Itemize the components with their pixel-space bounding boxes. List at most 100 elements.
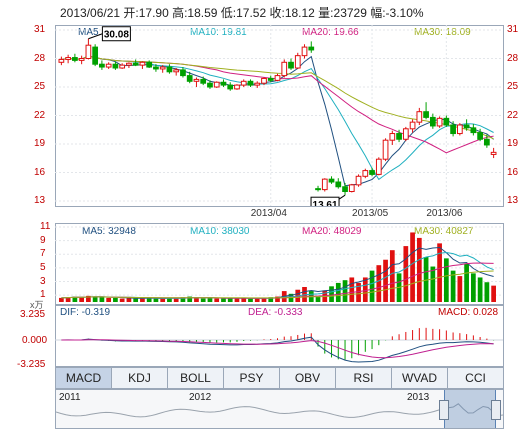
price-x-tick: 2013/05 <box>352 208 389 219</box>
volume-bar <box>160 298 166 302</box>
candle-body <box>315 188 321 191</box>
candle-body <box>213 81 220 88</box>
tab-psy[interactable]: PSY <box>224 368 280 388</box>
price-legend-ma30: MA30: 18.09 <box>414 27 471 38</box>
price-y-tick-left: 22 <box>34 109 46 121</box>
price-ma30-line <box>61 55 494 140</box>
volume-ma5-line <box>61 246 494 300</box>
volume-bar <box>356 282 361 302</box>
candle-body <box>321 178 328 191</box>
volume-bar <box>248 298 253 302</box>
price-y-tick-right: 28 <box>507 52 519 64</box>
macd-panel[interactable] <box>55 305 504 367</box>
volume-bar <box>72 296 78 302</box>
price-x-tick: 2013/04 <box>250 208 287 219</box>
candle-body <box>456 124 463 135</box>
candle-body <box>173 69 180 73</box>
volume-panel[interactable] <box>55 223 504 305</box>
indicator-tabs: MACD KDJ BOLL PSY OBV RSI WVAD CCI <box>55 367 504 389</box>
price-y-tick-right: 22 <box>507 109 519 121</box>
volume-bar <box>173 298 179 302</box>
volume-y-tick: 11 <box>40 221 51 232</box>
volume-y-tick: 5 <box>40 261 46 273</box>
volume-bar <box>207 297 213 302</box>
volume-bar <box>86 295 91 302</box>
candle-body <box>409 121 416 130</box>
candle-body <box>375 158 382 175</box>
volume-bar <box>389 250 395 302</box>
candle-body <box>470 127 477 134</box>
volume-y-tick: 3 <box>40 275 46 287</box>
volume-bar <box>227 297 233 302</box>
tab-wvad[interactable]: WVAD <box>392 368 448 388</box>
volume-bar <box>477 277 483 302</box>
candle-body <box>335 181 342 188</box>
volume-bar <box>133 298 139 302</box>
candle-body <box>65 57 71 60</box>
navigator-year-2012: 2012 <box>189 392 212 403</box>
tab-macd[interactable]: MACD <box>56 368 112 388</box>
macd-dea-label: DEA: -0.333 <box>248 307 303 318</box>
time-navigator[interactable]: 2011 2012 2013 <box>55 389 504 429</box>
navigator-selection-window[interactable] <box>444 390 496 428</box>
volume-bar <box>362 277 368 302</box>
price-x-tick: 2013/06 <box>426 208 463 219</box>
macd-y-bottom: -3.235 <box>17 359 46 370</box>
price-y-tick-right: 13 <box>507 195 519 206</box>
price-y-tick-right: 31 <box>507 24 519 35</box>
candle-body <box>85 44 92 60</box>
candle-body <box>254 82 261 86</box>
navigator-left-handle[interactable] <box>439 400 449 420</box>
volume-bar <box>349 277 355 302</box>
high-price-callout-text: 30.08 <box>104 30 129 41</box>
volume-bar <box>167 297 172 302</box>
price-y-tick-left: 31 <box>34 24 46 35</box>
tab-obv[interactable]: OBV <box>280 368 336 388</box>
volume-ma30-line <box>61 270 494 299</box>
candle-body <box>301 46 308 57</box>
volume-bar <box>403 246 409 302</box>
candle-body <box>166 66 173 73</box>
volume-bar <box>491 285 496 302</box>
candle-body <box>484 138 490 146</box>
candle-body <box>328 178 335 183</box>
volume-bar <box>416 237 422 302</box>
volume-bar <box>234 298 240 302</box>
volume-bar <box>113 297 118 302</box>
volume-bar <box>194 297 199 302</box>
volume-bar <box>119 298 125 302</box>
candle-body <box>416 111 423 123</box>
tab-rsi[interactable]: RSI <box>336 368 392 388</box>
tab-boll[interactable]: BOLL <box>168 368 224 388</box>
volume-bar <box>261 297 267 302</box>
candle-body <box>240 80 247 86</box>
volume-bar <box>106 297 112 302</box>
volume-bar <box>470 273 476 302</box>
candle-body <box>99 63 105 68</box>
candle-body <box>477 132 483 140</box>
candle-body <box>139 61 146 66</box>
tab-kdj[interactable]: KDJ <box>112 368 168 388</box>
price-y-tick-left: 25 <box>34 81 46 92</box>
macd-y-mid: 0.000 <box>22 335 48 346</box>
candle-body <box>234 84 240 90</box>
volume-bar <box>140 298 145 302</box>
low-price-callout: 13.61 <box>310 196 340 206</box>
volume-y-tick: 9 <box>40 234 46 246</box>
volume-bar <box>457 276 463 302</box>
candle-body <box>227 84 234 90</box>
candle-body <box>112 63 119 69</box>
volume-bar <box>342 280 348 302</box>
candle-body <box>355 175 362 186</box>
volume-bar <box>335 282 341 302</box>
candle-body <box>267 77 274 81</box>
price-legend-ma20: MA20: 19.66 <box>302 27 359 38</box>
candle-body <box>78 58 85 61</box>
candle-body <box>92 46 99 65</box>
volume-unit-label: x万 <box>30 300 44 310</box>
volume-bar <box>484 282 490 302</box>
volume-bar <box>329 286 334 302</box>
tab-cci[interactable]: CCI <box>465 371 486 385</box>
candle-body <box>261 77 267 84</box>
navigator-right-handle[interactable] <box>491 400 501 420</box>
